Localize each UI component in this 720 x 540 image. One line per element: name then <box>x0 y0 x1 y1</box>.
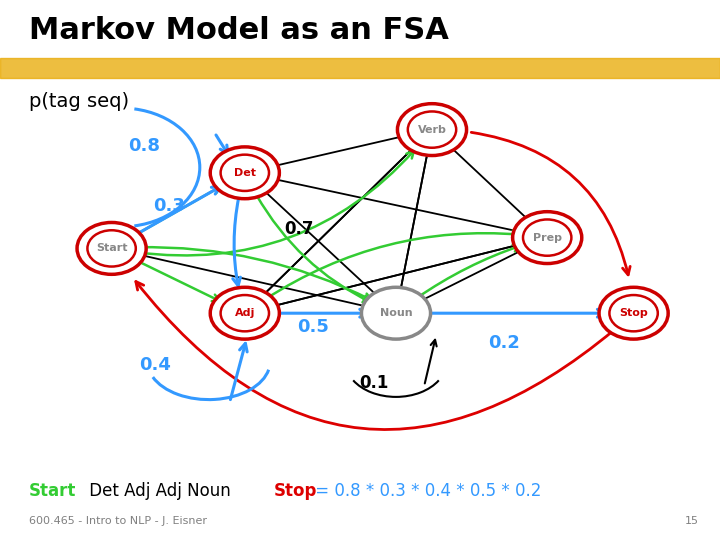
Text: 0.8: 0.8 <box>128 137 160 155</box>
Text: 0.7: 0.7 <box>284 220 313 239</box>
Text: p(tag seq): p(tag seq) <box>29 92 129 111</box>
Circle shape <box>513 212 582 264</box>
Circle shape <box>397 104 467 156</box>
Text: Adj: Adj <box>235 308 255 318</box>
Text: Start: Start <box>96 244 127 253</box>
Text: 600.465 - Intro to NLP - J. Eisner: 600.465 - Intro to NLP - J. Eisner <box>29 516 207 526</box>
Text: Verb: Verb <box>418 125 446 134</box>
Text: 0.3: 0.3 <box>153 197 185 215</box>
Text: Prep: Prep <box>533 233 562 242</box>
Text: Stop: Stop <box>274 482 317 501</box>
Text: Start: Start <box>29 482 76 501</box>
Circle shape <box>210 147 279 199</box>
Circle shape <box>361 287 431 339</box>
Text: Det: Det <box>234 168 256 178</box>
Bar <box>0 58 720 78</box>
Text: 0.5: 0.5 <box>297 318 329 336</box>
Text: 0.4: 0.4 <box>139 355 171 374</box>
Text: 15: 15 <box>685 516 698 526</box>
Circle shape <box>77 222 146 274</box>
Text: Det Adj Adj Noun: Det Adj Adj Noun <box>84 482 235 501</box>
Text: Markov Model as an FSA: Markov Model as an FSA <box>29 16 449 45</box>
Text: 0.1: 0.1 <box>360 374 389 393</box>
Text: 0.2: 0.2 <box>488 334 520 352</box>
Text: Stop: Stop <box>619 308 648 318</box>
Text: = 0.8 * 0.3 * 0.4 * 0.5 * 0.2: = 0.8 * 0.3 * 0.4 * 0.5 * 0.2 <box>310 482 541 501</box>
Circle shape <box>210 287 279 339</box>
Circle shape <box>599 287 668 339</box>
Text: Noun: Noun <box>379 308 413 318</box>
